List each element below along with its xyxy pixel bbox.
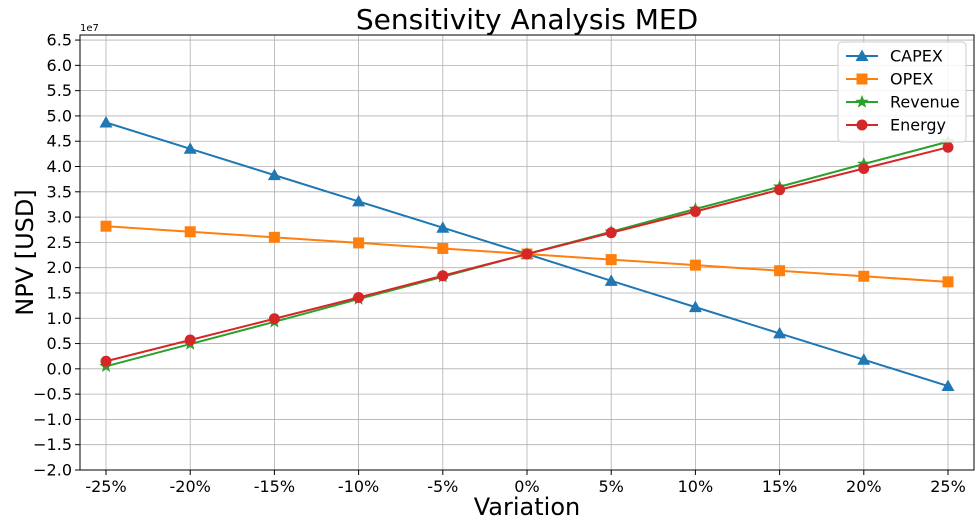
- data-point-capex: [941, 379, 955, 392]
- series-energy: [100, 141, 954, 367]
- data-point-opex: [184, 226, 196, 238]
- data-point-energy: [184, 334, 196, 346]
- legend-label: Revenue: [890, 93, 960, 112]
- y-tick-label: 1.5: [47, 283, 72, 302]
- legend-marker-energy: [856, 119, 868, 131]
- y-tick-label: −1.5: [33, 435, 72, 454]
- legend-label: CAPEX: [890, 47, 943, 66]
- x-ticks: -25% -20% -15% -10% -5% 0% 5% 10% 15% 20% 25%: [85, 470, 966, 496]
- data-point-opex: [774, 265, 786, 277]
- y-tick-label: 3.0: [47, 208, 72, 227]
- legend-item-capex[interactable]: CAPEX: [846, 47, 943, 66]
- y-tick-label: 2.0: [47, 258, 72, 277]
- data-point-capex: [773, 326, 787, 339]
- data-point-capex: [183, 142, 197, 154]
- x-tick-label: -5%: [427, 477, 458, 496]
- data-point-energy: [353, 292, 365, 304]
- y-tick-label: 5.5: [47, 81, 72, 100]
- data-point-capex: [688, 300, 702, 313]
- y-tick-label: 0.5: [47, 334, 72, 353]
- y-tick-label: 4.0: [47, 157, 72, 176]
- series-layer: [99, 116, 955, 392]
- x-tick-label: -25%: [85, 477, 126, 496]
- data-point-energy: [689, 206, 701, 218]
- y-tick-label: −0.5: [33, 385, 72, 404]
- series-opex: [100, 220, 954, 288]
- x-tick-label: 10%: [678, 477, 714, 496]
- y-tick-label: 2.5: [47, 233, 72, 252]
- data-point-energy: [437, 270, 449, 282]
- x-tick-label: 15%: [762, 477, 798, 496]
- y-tick-label: 0.0: [47, 359, 72, 378]
- legend-label: OPEX: [890, 70, 933, 89]
- y-tick-label: 6.0: [47, 56, 72, 75]
- data-point-capex: [352, 194, 366, 207]
- data-point-opex: [605, 254, 617, 266]
- data-point-capex: [604, 274, 618, 286]
- data-point-capex: [99, 116, 113, 128]
- y-tick-label: 1.0: [47, 309, 72, 328]
- y-tick-label: 4.5: [47, 132, 72, 151]
- y-tick-label: −2.0: [33, 461, 72, 480]
- data-point-capex: [436, 221, 450, 233]
- data-point-energy: [942, 141, 954, 153]
- data-point-energy: [521, 248, 533, 260]
- legend-marker-capex: [855, 49, 869, 61]
- x-tick-label: 0%: [514, 477, 539, 496]
- x-tick-label: 20%: [846, 477, 882, 496]
- legend[interactable]: CAPEX OPEX Revenue Energy: [837, 41, 967, 143]
- x-tick-label: 5%: [599, 477, 624, 496]
- data-point-opex: [437, 242, 449, 254]
- data-point-opex: [858, 270, 870, 282]
- data-point-capex: [267, 168, 281, 181]
- chart-title: Sensitivity Analysis MED: [356, 3, 698, 36]
- data-point-energy: [605, 227, 617, 239]
- legend-item-energy[interactable]: Energy: [846, 116, 946, 135]
- grid: [80, 35, 974, 471]
- x-tick-label: -10%: [338, 477, 379, 496]
- data-point-energy: [268, 313, 280, 325]
- data-point-opex: [100, 220, 112, 232]
- data-point-capex: [857, 353, 871, 365]
- legend-label: Energy: [890, 116, 946, 135]
- legend-marker-opex: [856, 73, 868, 85]
- y-axis-title: NPV [USD]: [11, 189, 39, 315]
- y-tick-label: 6.5: [47, 31, 72, 50]
- x-axis-title: Variation: [474, 493, 580, 521]
- legend-marker-revenue: [855, 95, 869, 108]
- y-ticks: −2.0 −1.5 −1.0 −0.5 0.0 0.5 1.0 1.5 2.0 2.5 3.0 3.5…: [33, 31, 80, 480]
- data-point-opex: [942, 276, 954, 288]
- y-tick-label: 3.5: [47, 182, 72, 201]
- data-point-energy: [858, 163, 870, 175]
- data-point-energy: [774, 184, 786, 196]
- legend-frame: [837, 41, 967, 143]
- y-tick-label: −1.0: [33, 410, 72, 429]
- legend-item-opex[interactable]: OPEX: [846, 70, 933, 89]
- x-tick-label: -15%: [254, 477, 295, 496]
- y-axis-offset-label: 1e7: [80, 23, 99, 34]
- data-point-energy: [100, 355, 112, 367]
- data-point-opex: [689, 259, 701, 271]
- data-point-opex: [353, 237, 365, 249]
- x-tick-label: 25%: [930, 477, 966, 496]
- data-point-opex: [268, 231, 280, 243]
- x-tick-label: -20%: [170, 477, 211, 496]
- legend-item-revenue[interactable]: Revenue: [846, 93, 960, 112]
- y-tick-label: 5.0: [47, 106, 72, 125]
